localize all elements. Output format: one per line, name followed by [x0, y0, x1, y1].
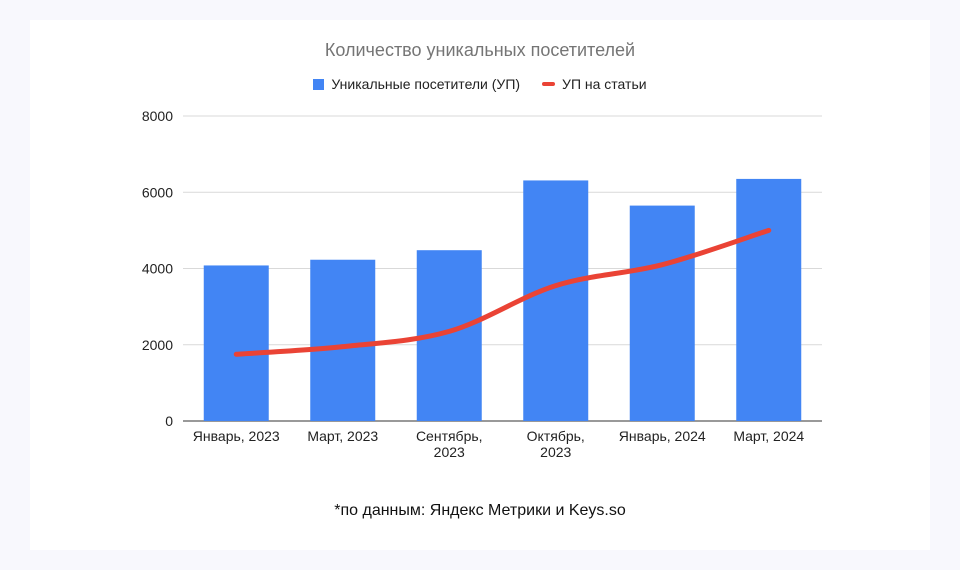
x-tick-label: Март, 2024: [733, 428, 804, 444]
legend-item-visitors: Уникальные посетители (УП): [313, 76, 520, 92]
bar: [736, 178, 802, 421]
legend-swatch-articles: [542, 82, 556, 86]
y-tick-label: 4000: [142, 261, 173, 277]
x-tick-label: Март, 2023: [307, 428, 378, 444]
bar: [310, 259, 376, 421]
legend-label-articles: УП на статьи: [562, 76, 647, 92]
bar: [629, 205, 695, 421]
x-tick-label: Октябрь, 2023: [527, 428, 585, 460]
footnote: *по данным: Яндекс Метрики и Keys.so: [334, 502, 626, 519]
y-tick-label: 0: [165, 413, 173, 429]
y-tick-label: 6000: [142, 184, 173, 200]
x-tick-label: Сентябрь, 2023: [416, 428, 483, 460]
x-tick-label: Январь, 2023: [193, 428, 280, 444]
legend-swatch-visitors: [313, 78, 325, 90]
legend-label-visitors: Уникальные посетители (УП): [331, 76, 521, 92]
legend-item-articles: УП на статьи: [542, 76, 647, 92]
series-line-articles: [233, 227, 772, 357]
y-tick-label: 8000: [142, 108, 173, 124]
bar: [203, 265, 269, 421]
bar: [523, 180, 589, 421]
chart-title: Количество уникальных посетителей: [324, 40, 636, 60]
chart-legend: Уникальные посетители (УП) УП на статьи: [30, 76, 930, 92]
x-tick-label: Январь, 2024: [619, 428, 706, 444]
y-tick-label: 2000: [142, 337, 173, 353]
